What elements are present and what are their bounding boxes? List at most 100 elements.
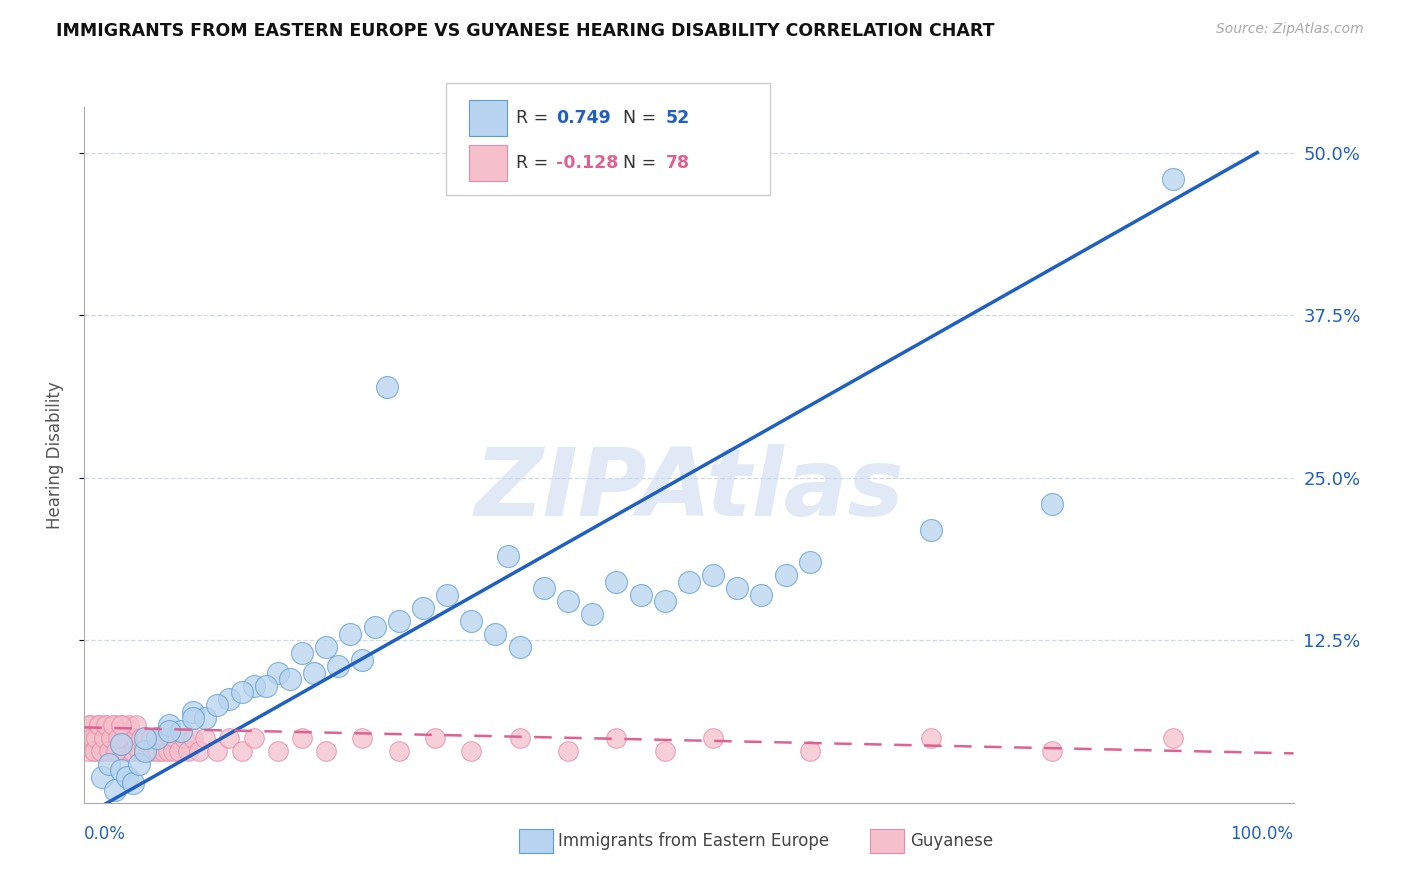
Point — [315, 744, 337, 758]
Point — [630, 588, 652, 602]
Point — [97, 744, 120, 758]
Point — [605, 731, 627, 745]
Point — [118, 718, 141, 732]
Point — [110, 764, 132, 778]
Point — [231, 744, 253, 758]
Point — [231, 685, 253, 699]
Point — [207, 744, 229, 758]
Point — [509, 640, 531, 654]
Point — [105, 744, 128, 758]
Point — [165, 731, 187, 745]
Point — [254, 679, 277, 693]
Point — [112, 744, 135, 758]
Point — [1161, 171, 1184, 186]
Point — [104, 718, 127, 732]
Point — [111, 718, 134, 732]
Point — [654, 594, 676, 608]
Point — [352, 653, 374, 667]
Point — [159, 731, 181, 745]
Point — [352, 731, 374, 745]
Text: 52: 52 — [665, 110, 690, 128]
Point — [267, 665, 290, 680]
Point — [135, 731, 157, 745]
Point — [152, 744, 174, 758]
Point — [157, 718, 180, 732]
Text: 0.0%: 0.0% — [84, 825, 127, 843]
Point — [702, 731, 724, 745]
Point — [96, 731, 118, 745]
Point — [605, 574, 627, 589]
Point — [115, 770, 138, 784]
Point — [86, 718, 108, 732]
Point — [107, 731, 129, 745]
Point — [146, 744, 169, 758]
Point — [145, 731, 167, 745]
Point — [77, 744, 100, 758]
Point — [156, 744, 179, 758]
Y-axis label: Hearing Disability: Hearing Disability — [45, 381, 63, 529]
Point — [302, 665, 325, 680]
Point — [104, 782, 127, 797]
Point — [207, 698, 229, 713]
Point — [77, 718, 100, 732]
Point — [436, 588, 458, 602]
Text: 100.0%: 100.0% — [1230, 825, 1294, 843]
Point — [388, 744, 411, 758]
Point — [87, 718, 110, 732]
Point — [167, 744, 190, 758]
Point — [557, 744, 579, 758]
Point — [460, 614, 482, 628]
Point — [557, 594, 579, 608]
Point — [121, 744, 143, 758]
Point — [149, 731, 172, 745]
Point — [423, 731, 446, 745]
Point — [194, 711, 217, 725]
Point — [162, 744, 184, 758]
Text: N =: N = — [612, 110, 662, 128]
Point — [157, 724, 180, 739]
Point — [129, 731, 152, 745]
Point — [496, 549, 519, 563]
Point — [725, 581, 748, 595]
Point — [181, 705, 204, 719]
Point — [181, 711, 204, 725]
Point — [170, 724, 193, 739]
Point — [91, 744, 114, 758]
Point — [375, 379, 398, 393]
Point — [412, 600, 434, 615]
Point — [799, 555, 821, 569]
Point — [533, 581, 555, 595]
Point — [155, 731, 177, 745]
Point — [79, 718, 101, 732]
Point — [218, 731, 240, 745]
Point — [128, 744, 150, 758]
Point — [388, 614, 411, 628]
Point — [108, 731, 131, 745]
Text: Source: ZipAtlas.com: Source: ZipAtlas.com — [1216, 22, 1364, 37]
Point — [146, 731, 169, 745]
Point — [920, 731, 942, 745]
Point — [138, 744, 160, 758]
Point — [484, 626, 506, 640]
Text: Immigrants from Eastern Europe: Immigrants from Eastern Europe — [558, 832, 830, 850]
Point — [315, 640, 337, 654]
Point — [581, 607, 603, 622]
Point — [218, 691, 240, 706]
Point — [128, 756, 150, 771]
Point — [799, 744, 821, 758]
Point — [100, 731, 122, 745]
Point — [134, 731, 156, 745]
Point — [173, 731, 195, 745]
Point — [1040, 744, 1063, 758]
Point — [654, 744, 676, 758]
Point — [89, 731, 111, 745]
Point — [132, 744, 155, 758]
Point — [363, 620, 385, 634]
Point — [291, 731, 314, 745]
Point — [84, 744, 107, 758]
Point — [702, 568, 724, 582]
Point — [115, 731, 138, 745]
Point — [90, 744, 112, 758]
Point — [93, 731, 115, 745]
Point — [775, 568, 797, 582]
